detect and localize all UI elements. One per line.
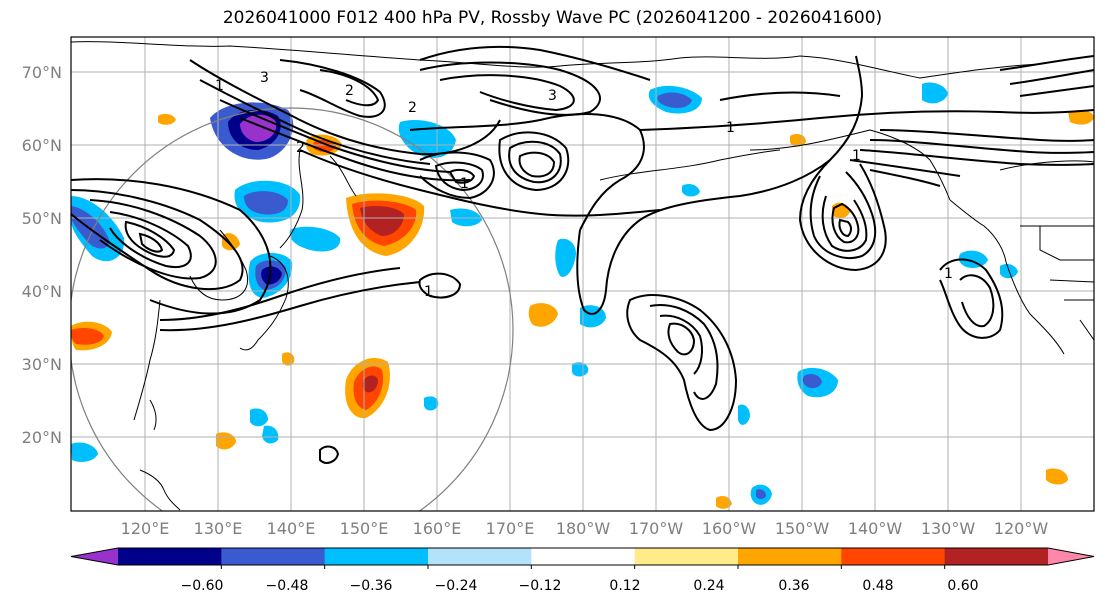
- lon-label: 170°W: [629, 519, 684, 538]
- map-title: 2026041000 F012 400 hPa PV, Rossby Wave …: [222, 8, 883, 28]
- lat-label: 40°N: [22, 282, 62, 301]
- lon-label: 160°W: [702, 519, 757, 538]
- lon-label: 150°E: [340, 519, 389, 538]
- colorbar-tick-label: −0.12: [519, 578, 562, 594]
- colorbar-tick-labels: −0.60 −0.48 −0.36 −0.24 −0.12 0.12 0.24 …: [181, 578, 979, 594]
- colorbar-segment: [738, 548, 842, 565]
- colorbar-segment: [634, 548, 739, 565]
- colorbar-tick-label: 0.36: [778, 578, 809, 594]
- map-area: 1 2 3 1 2 3 2 1 1 1 1: [71, 37, 1094, 511]
- colorbar: [70, 547, 1095, 569]
- lon-label: 120°E: [121, 519, 170, 538]
- longitude-labels: 120°E 130°E 140°E 150°E 160°E 170°E 180°…: [121, 519, 1049, 538]
- lon-label: 180°W: [556, 519, 611, 538]
- lon-label: 130°E: [194, 519, 243, 538]
- contour-label: 3: [260, 70, 269, 86]
- contour-label: 1: [424, 284, 433, 300]
- contour-label: 1: [726, 120, 735, 136]
- colorbar-segment: [221, 548, 326, 565]
- colorbar-tick-label: 0.24: [693, 578, 724, 594]
- lon-label: 150°W: [775, 519, 830, 538]
- colorbar-tick-label: 0.48: [862, 578, 893, 594]
- contour-label: 2: [408, 100, 417, 116]
- colorbar-extend-max: [1048, 548, 1094, 565]
- lat-label: 30°N: [22, 355, 62, 374]
- colorbar-tick-label: −0.24: [435, 578, 478, 594]
- colorbar-segment: [118, 548, 222, 565]
- graticule: [71, 37, 1094, 511]
- colorbar-extend-min: [71, 548, 118, 565]
- contour-labels: 1 2 3 1 2 3 2 1 1 1 1: [215, 70, 953, 300]
- coastlines: [71, 41, 1094, 511]
- contour-label: 1: [944, 266, 953, 282]
- colorbar-tick-label: −0.48: [266, 578, 309, 594]
- lat-label: 60°N: [22, 136, 62, 155]
- lat-label: 70°N: [22, 63, 62, 82]
- rossby-wave-contours: [71, 45, 1094, 464]
- colorbar-segment: [428, 548, 532, 565]
- lon-label: 130°W: [921, 519, 976, 538]
- latitude-labels: 70°N 60°N 50°N 40°N 30°N 20°N: [22, 63, 62, 447]
- colorbar-segment: [841, 548, 946, 565]
- colorbar-tick-label: 0.60: [947, 578, 978, 594]
- map-frame: [70, 36, 1095, 512]
- colorbar-tick-label: 0.12: [609, 578, 640, 594]
- lon-label: 140°W: [848, 519, 903, 538]
- contour-label: 2: [345, 83, 354, 99]
- lat-label: 20°N: [22, 428, 62, 447]
- colorbar-segment: [324, 548, 429, 565]
- colorbar-outline: [70, 547, 1095, 566]
- contour-label: 1: [852, 148, 861, 164]
- contour-label: 2: [296, 140, 305, 156]
- lon-label: 170°E: [486, 519, 535, 538]
- colorbar-tick-label: −0.36: [350, 578, 393, 594]
- reference-circle: [71, 107, 514, 511]
- contour-label: 3: [548, 88, 557, 104]
- lon-label: 140°E: [267, 519, 316, 538]
- lon-label: 160°E: [413, 519, 462, 538]
- lon-label: 120°W: [994, 519, 1049, 538]
- contour-label: 1: [215, 78, 224, 94]
- lat-label: 50°N: [22, 209, 62, 228]
- colorbar-segment: [531, 548, 636, 565]
- contour-label: 1: [460, 176, 469, 192]
- colorbar-tick-label: −0.60: [181, 578, 224, 594]
- colorbar-segment: [944, 548, 1049, 565]
